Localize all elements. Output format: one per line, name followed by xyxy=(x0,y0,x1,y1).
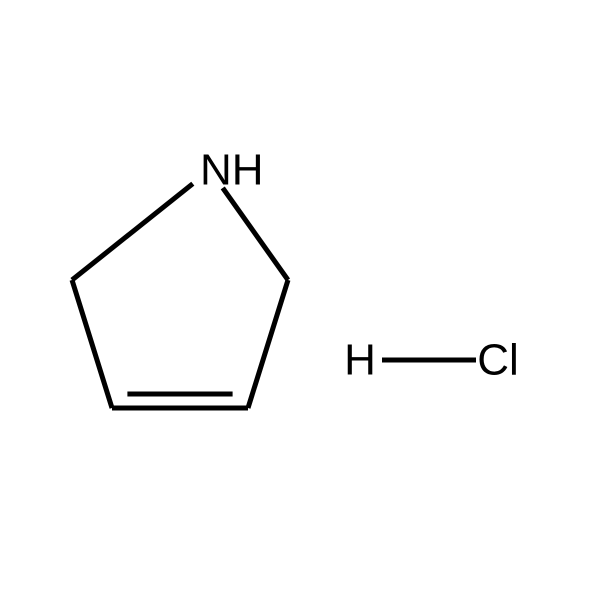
atom-label-h: H xyxy=(344,336,376,385)
bond-line xyxy=(72,280,112,408)
bond-line xyxy=(248,280,288,408)
bond-line xyxy=(223,188,288,280)
bond-line xyxy=(72,184,193,280)
atom-label-n1: NH xyxy=(200,146,264,195)
atom-label-cl: Cl xyxy=(477,336,519,385)
